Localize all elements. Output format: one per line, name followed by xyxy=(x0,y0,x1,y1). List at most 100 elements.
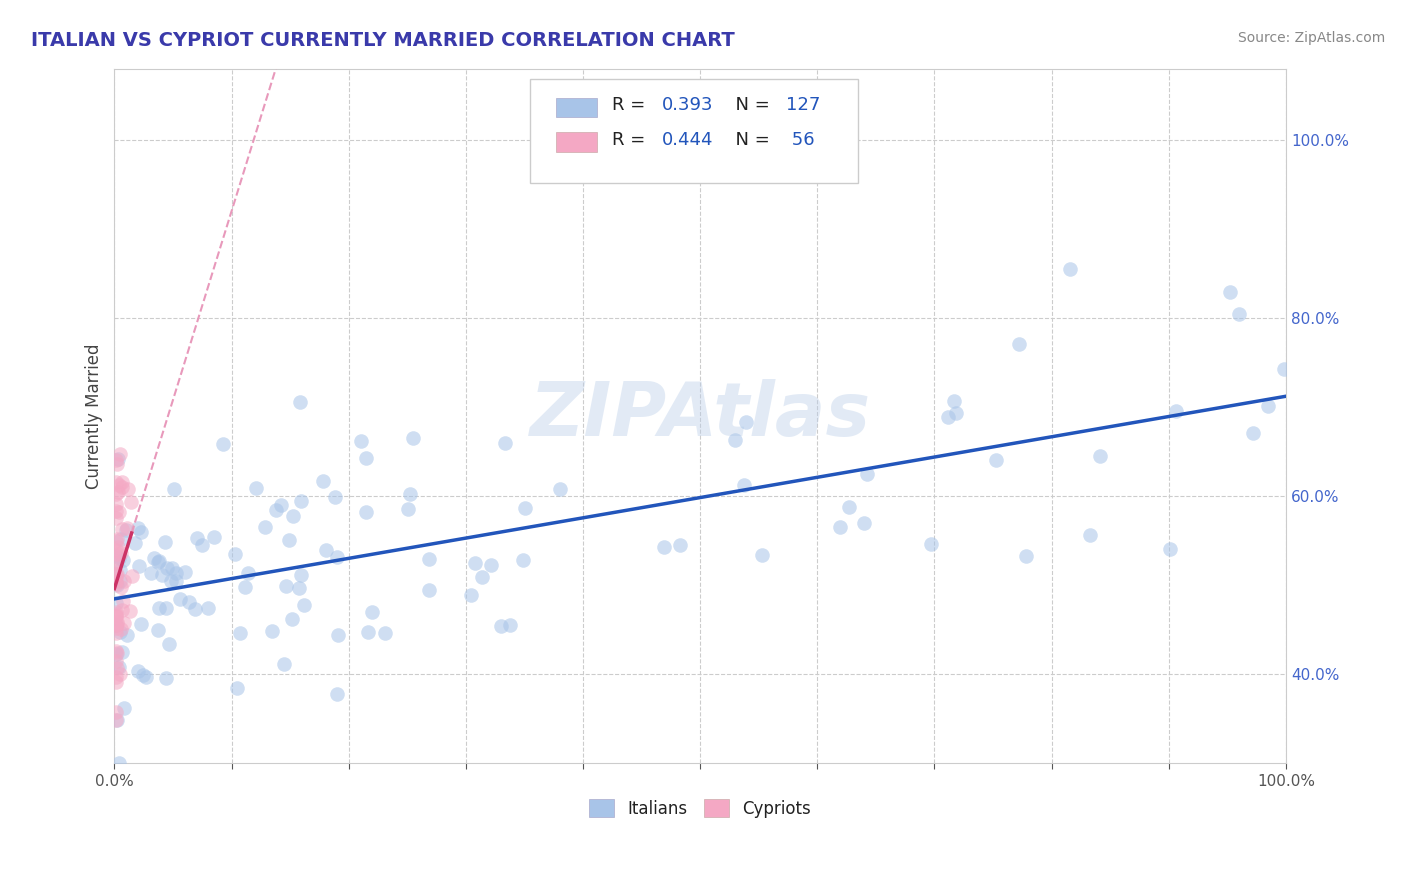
Point xyxy=(105,661,128,675)
Point xyxy=(105,615,128,629)
Point xyxy=(830,520,852,534)
Point xyxy=(236,566,259,581)
Point xyxy=(288,394,311,409)
Point xyxy=(132,668,155,682)
Point xyxy=(668,538,690,552)
Point xyxy=(110,623,132,637)
Point xyxy=(938,410,960,425)
Point xyxy=(104,713,127,727)
Point xyxy=(184,601,207,615)
Point xyxy=(325,687,347,701)
Point xyxy=(127,521,149,535)
Point xyxy=(290,568,312,582)
Point xyxy=(245,482,267,496)
Point xyxy=(471,570,494,584)
Point xyxy=(155,601,177,615)
Point xyxy=(111,553,134,567)
Point xyxy=(146,555,169,569)
Point xyxy=(273,657,295,672)
Point xyxy=(499,617,522,632)
Point xyxy=(105,578,128,592)
Point xyxy=(108,574,131,588)
Point xyxy=(418,583,440,598)
Point xyxy=(226,681,249,695)
Point xyxy=(326,550,349,565)
Point xyxy=(112,574,135,588)
Text: ZIPAtlas: ZIPAtlas xyxy=(530,379,870,452)
Y-axis label: Currently Married: Currently Married xyxy=(86,343,103,489)
Point xyxy=(984,453,1007,467)
Point xyxy=(202,530,225,544)
Point xyxy=(104,453,127,467)
Point xyxy=(1257,399,1279,413)
Point xyxy=(1088,449,1111,463)
Point xyxy=(1008,336,1031,351)
Point xyxy=(157,637,180,651)
Point xyxy=(512,553,534,567)
Point xyxy=(402,431,425,445)
Point xyxy=(169,592,191,607)
Point xyxy=(1159,542,1181,557)
Point xyxy=(110,580,132,594)
Point xyxy=(292,598,315,612)
Point xyxy=(104,567,127,582)
Point xyxy=(652,540,675,554)
Point xyxy=(105,457,128,471)
Point xyxy=(495,435,517,450)
Point xyxy=(105,643,128,657)
Point xyxy=(1227,307,1250,321)
Point xyxy=(163,482,186,496)
Point xyxy=(156,561,179,575)
Point xyxy=(121,569,143,583)
Point xyxy=(396,501,419,516)
Point xyxy=(548,482,571,496)
Point xyxy=(104,706,127,720)
Text: N =: N = xyxy=(724,96,775,114)
Point xyxy=(104,554,127,568)
Point xyxy=(105,547,128,561)
Point xyxy=(105,556,128,570)
Point xyxy=(124,536,146,550)
Point xyxy=(350,434,373,448)
Point xyxy=(105,714,128,728)
Point xyxy=(104,576,127,591)
Point xyxy=(135,670,157,684)
Point xyxy=(104,487,127,501)
Point xyxy=(323,490,346,504)
Point xyxy=(153,535,176,549)
Point xyxy=(1015,549,1038,564)
Point xyxy=(108,563,131,577)
Point xyxy=(120,494,142,508)
Point xyxy=(105,567,128,582)
Point xyxy=(1164,404,1187,418)
Text: R =: R = xyxy=(613,131,651,149)
Point xyxy=(108,625,131,640)
Point xyxy=(165,574,187,588)
Point xyxy=(104,674,127,689)
Point xyxy=(148,600,170,615)
Point xyxy=(141,566,163,581)
Point xyxy=(146,623,169,637)
Point xyxy=(155,671,177,685)
Bar xyxy=(557,132,598,152)
Point xyxy=(117,483,139,497)
Point xyxy=(165,566,187,581)
Point xyxy=(107,452,129,467)
Point xyxy=(856,467,879,481)
Point xyxy=(489,619,512,633)
FancyBboxPatch shape xyxy=(530,78,858,183)
Point xyxy=(104,626,127,640)
Point xyxy=(260,624,283,638)
Point xyxy=(105,654,128,668)
Point xyxy=(104,607,127,622)
Point xyxy=(104,670,127,684)
Point xyxy=(733,477,755,491)
Point xyxy=(288,582,311,596)
Point xyxy=(418,552,440,566)
Point xyxy=(160,574,183,588)
Point xyxy=(105,616,128,631)
Point xyxy=(108,478,131,492)
Point xyxy=(160,560,183,574)
Point xyxy=(129,617,152,632)
Point xyxy=(108,550,131,565)
